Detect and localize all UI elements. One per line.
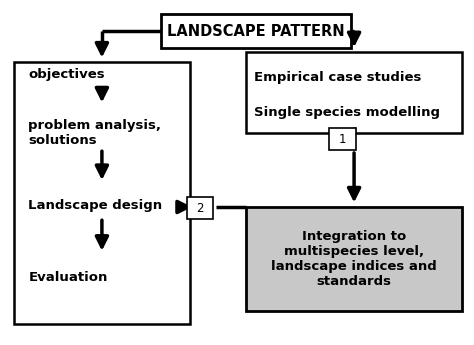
Text: Landscape design: Landscape design	[28, 199, 163, 212]
Text: LANDSCAPE PATTERN: LANDSCAPE PATTERN	[167, 23, 345, 39]
FancyBboxPatch shape	[329, 128, 356, 150]
FancyBboxPatch shape	[187, 197, 213, 219]
FancyBboxPatch shape	[14, 62, 190, 324]
Text: Evaluation: Evaluation	[28, 271, 108, 284]
Text: problem analysis,
solutions: problem analysis, solutions	[28, 119, 162, 147]
Text: Single species modelling: Single species modelling	[254, 106, 439, 119]
FancyBboxPatch shape	[161, 14, 351, 48]
Text: 2: 2	[197, 202, 204, 215]
Text: Integration to
multispecies level,
landscape indices and
standards: Integration to multispecies level, lands…	[271, 230, 437, 288]
FancyBboxPatch shape	[246, 52, 462, 133]
Text: 1: 1	[339, 133, 346, 146]
Text: objectives: objectives	[28, 68, 105, 81]
Text: Empirical case studies: Empirical case studies	[254, 71, 421, 84]
FancyBboxPatch shape	[246, 207, 462, 310]
